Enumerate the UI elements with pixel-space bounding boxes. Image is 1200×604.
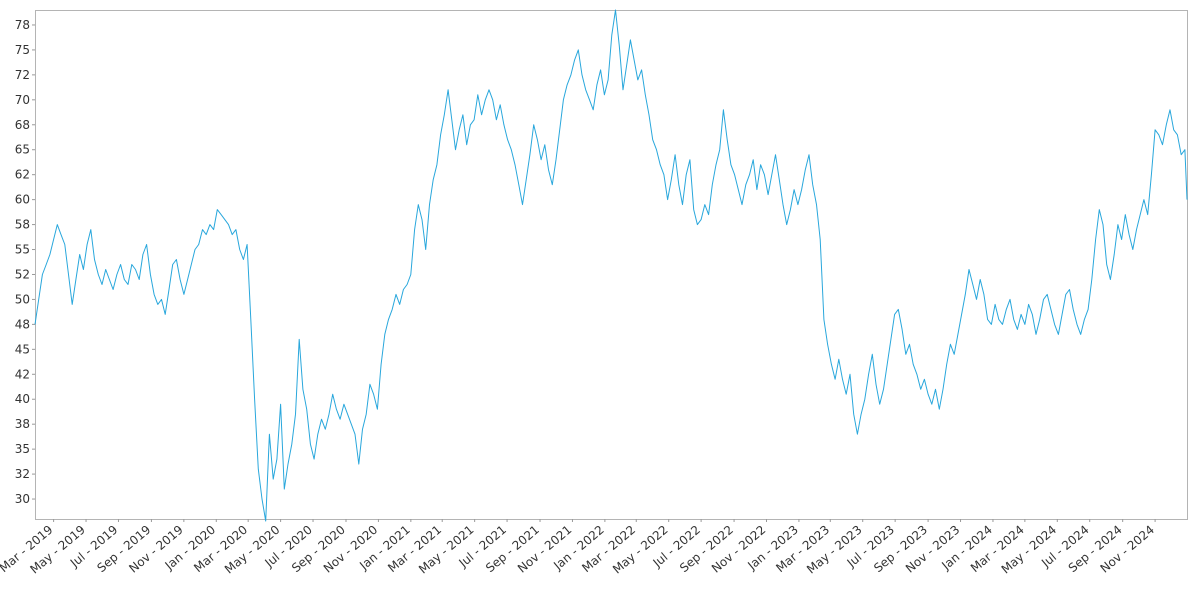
y-tick-label: 35 bbox=[15, 442, 30, 456]
y-axis: 30 32 35 38 40 42 45 48 50 52 55 58 60 62 65 68 70 72 75 78 bbox=[15, 18, 35, 506]
y-tick-label: 68 bbox=[15, 118, 30, 132]
y-tick-label: 42 bbox=[15, 367, 30, 381]
y-tick-label: 62 bbox=[15, 168, 30, 182]
y-tick-label: 75 bbox=[15, 43, 30, 57]
plot-frame bbox=[35, 10, 1188, 520]
y-tick-label: 72 bbox=[15, 68, 30, 82]
y-tick-label: 48 bbox=[15, 317, 30, 331]
series-layer bbox=[34, 9, 1188, 522]
y-tick-label: 70 bbox=[15, 93, 30, 107]
y-tick-label: 52 bbox=[15, 267, 30, 281]
y-tick-label: 45 bbox=[15, 342, 30, 356]
y-tick-label: 60 bbox=[15, 193, 30, 207]
series-line bbox=[34, 9, 1188, 522]
y-tick-label: 30 bbox=[15, 492, 30, 506]
y-tick-label: 55 bbox=[15, 243, 30, 257]
y-tick-label: 78 bbox=[15, 18, 30, 32]
y-tick-label: 65 bbox=[15, 143, 30, 157]
y-tick-label: 38 bbox=[15, 417, 30, 431]
y-tick-label: 32 bbox=[15, 467, 30, 481]
y-tick-label: 50 bbox=[15, 292, 30, 306]
y-tick-label: 40 bbox=[15, 392, 30, 406]
y-tick-label: 58 bbox=[15, 218, 30, 232]
